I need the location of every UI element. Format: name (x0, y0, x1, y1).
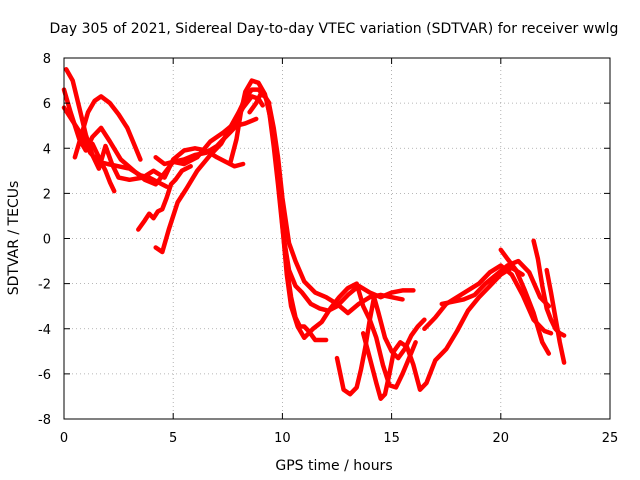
y-tick-label: -2 (38, 278, 51, 293)
axis-ticks: 0 5 10 15 20 25 -8 -6 -4 -2 0 2 4 6 8 (38, 52, 618, 446)
series-line-track-q (498, 247, 552, 356)
y-tick-label: 8 (43, 52, 51, 67)
x-tick-label: 10 (274, 431, 291, 446)
series-line-track-j (247, 91, 405, 316)
y-tick-label: 4 (43, 142, 51, 157)
series-line-track-n (360, 265, 525, 401)
series-line-track-g (153, 87, 272, 255)
series-line-track-l (271, 127, 418, 390)
x-tick-label: 25 (602, 431, 619, 446)
y-tick-label: 0 (43, 233, 51, 248)
series-line-track-f (136, 164, 193, 232)
x-tick-label: 0 (60, 431, 68, 446)
y-tick-label: 6 (43, 97, 51, 112)
series-line-track-c (63, 67, 246, 183)
data-series (61, 67, 567, 401)
y-tick-label: -4 (38, 323, 51, 338)
y-tick-label: -8 (38, 413, 51, 428)
series-line-track-s (544, 267, 567, 365)
series-line-track-d (72, 94, 143, 162)
series-line-track-m (334, 294, 427, 397)
grid (64, 58, 610, 419)
series-line-track-e (90, 141, 117, 194)
y-axis-label: SDTVAR / TECUs (6, 181, 22, 296)
series-line-track-p (439, 258, 552, 309)
chart-title: Day 305 of 2021, Sidereal Day-to-day VTE… (50, 21, 619, 37)
x-tick-label: 20 (493, 431, 510, 446)
y-tick-label: 2 (43, 187, 51, 202)
x-tick-label: 5 (169, 431, 177, 446)
series-line-track-i (227, 78, 329, 343)
x-tick-label: 15 (383, 431, 400, 446)
y-tick-label: -6 (38, 368, 51, 383)
x-axis-label: GPS time / hours (275, 458, 392, 474)
